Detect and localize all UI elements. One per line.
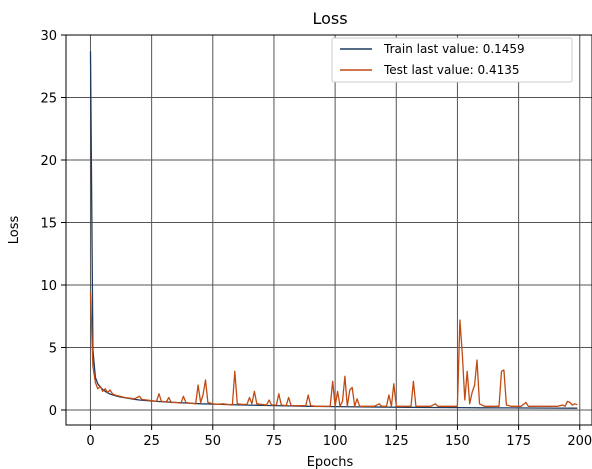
legend-label-train: Train last value: 0.1459 [383,42,525,56]
chart-title: Loss [312,9,347,28]
x-tick-label: 175 [506,434,531,449]
y-tick-label: 5 [49,342,57,357]
x-tick-label: 75 [266,434,283,449]
x-tick-label: 25 [143,434,160,449]
grid [66,34,592,425]
y-ticks: 0 5 10 15 20 25 30 [40,29,66,419]
x-axis-label: Epochs [307,455,354,469]
x-tick-label: 100 [323,434,348,449]
x-tick-label: 125 [384,434,409,449]
x-tick-label: 150 [445,434,470,449]
x-tick-label: 200 [567,434,592,449]
legend-label-test: Test last value: 0.4135 [383,63,520,77]
legend: Train last value: 0.1459 Test last value… [331,37,573,83]
x-ticks: 0 25 50 75 100 125 150 175 200 [86,425,592,449]
legend-box [331,37,573,83]
y-axis-label: Loss [7,216,22,245]
y-tick-label: 15 [40,217,57,232]
plot-frame [65,34,592,426]
y-tick-label: 30 [40,29,57,44]
x-tick-label: 50 [205,434,222,449]
series-group [89,51,578,409]
y-tick-label: 0 [49,404,57,419]
x-tick-label: 0 [86,434,94,449]
y-tick-label: 10 [40,279,57,294]
y-tick-label: 25 [40,92,57,107]
y-tick-label: 20 [40,154,57,169]
test-loss-line [89,292,578,407]
